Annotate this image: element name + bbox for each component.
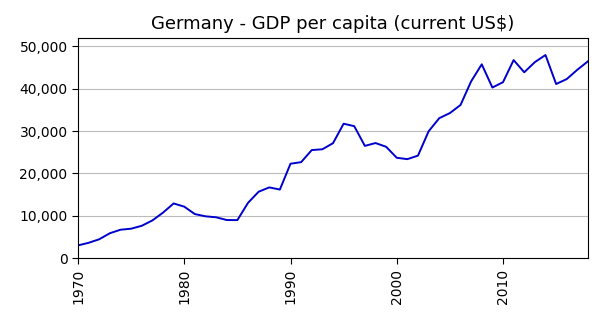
Title: Germany - GDP per capita (current US$): Germany - GDP per capita (current US$) (151, 15, 515, 33)
